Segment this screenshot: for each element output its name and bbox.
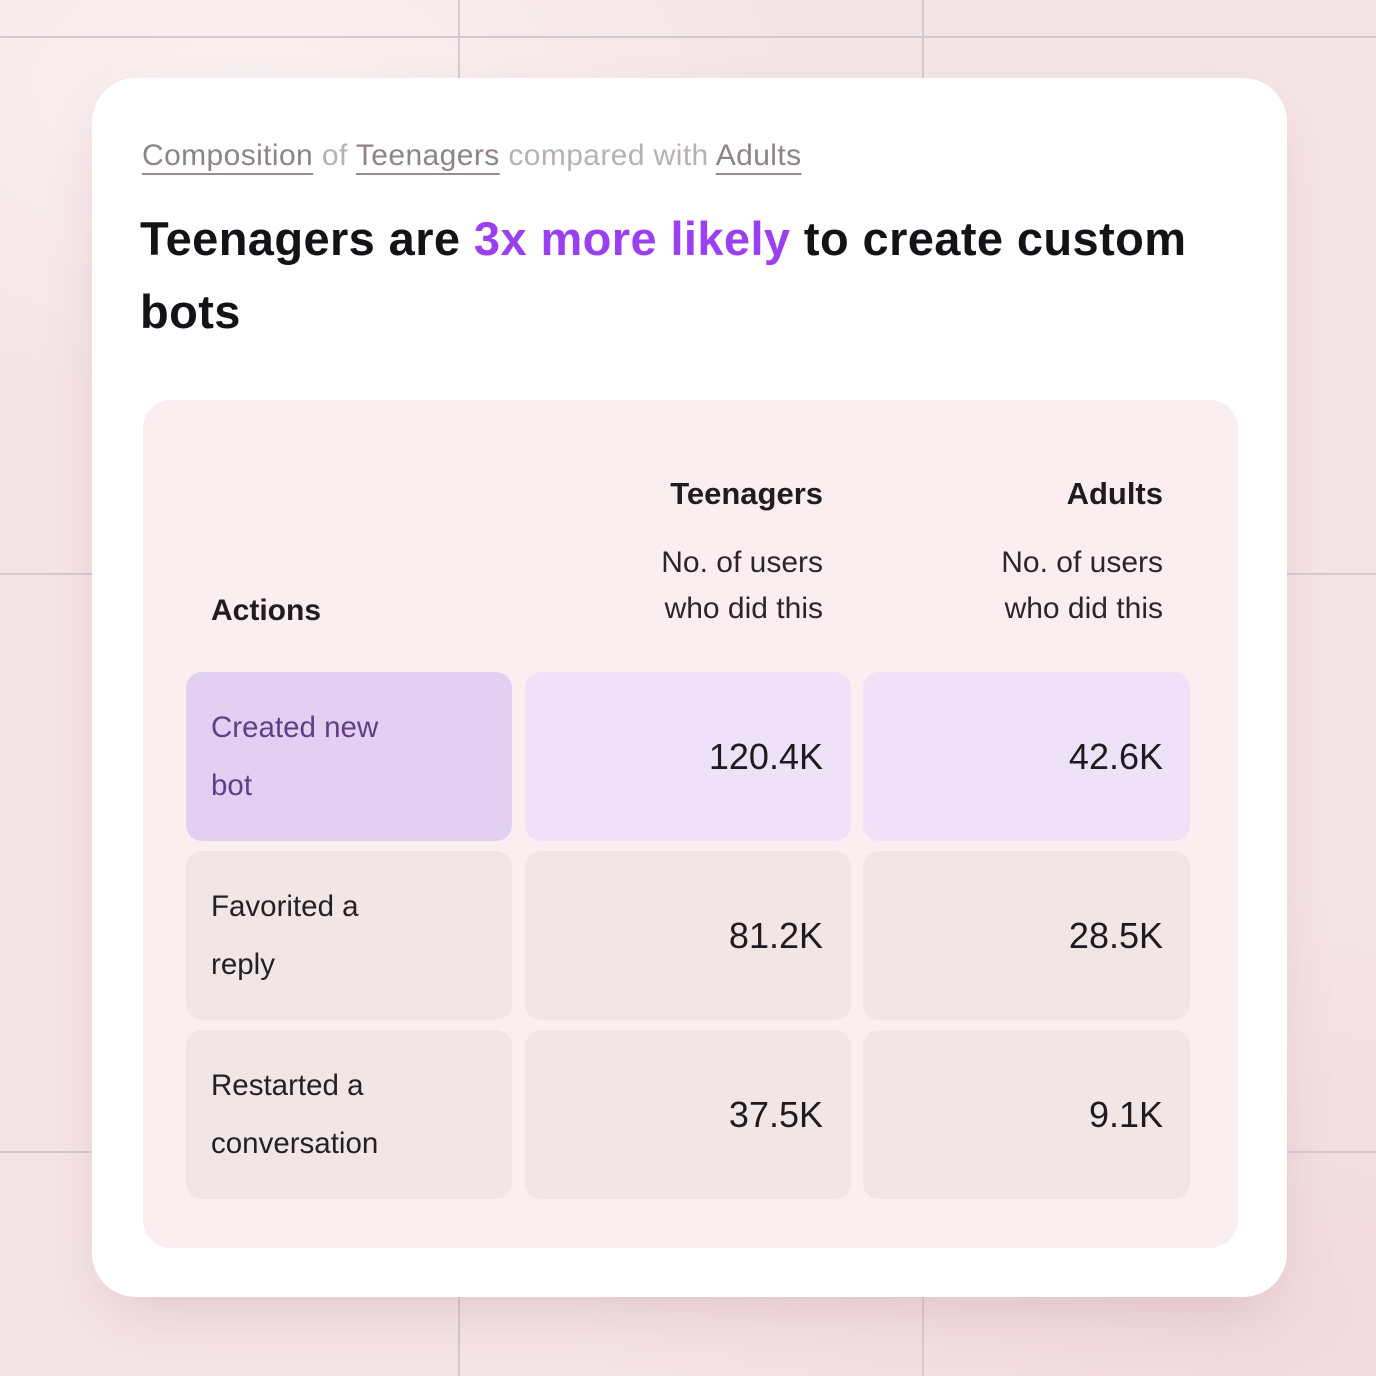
value-teenagers: 120.4K	[708, 735, 823, 777]
value-cell-adults: 28.5K	[863, 851, 1190, 1020]
headline: Teenagers are 3x more likely to create c…	[140, 202, 1210, 348]
headline-part-1: Teenagers are	[140, 212, 474, 265]
action-label: Restarted a conversation	[211, 1068, 379, 1160]
column-header-teenagers: Teenagers	[670, 476, 823, 511]
table-row-created-new-bot: Created new bot 120.4K 42.6K	[143, 672, 1238, 841]
value-teenagers: 81.2K	[728, 914, 823, 956]
config-group-a-link[interactable]: Teenagers	[355, 139, 500, 172]
column-subheader-teenagers: No. of users who did this	[661, 546, 823, 625]
action-cell: Restarted a conversation	[186, 1030, 512, 1199]
headline-highlight: 3x more likely	[473, 212, 791, 265]
value-adults: 28.5K	[1068, 914, 1163, 956]
value-cell-teenagers: 120.4K	[525, 672, 851, 841]
comparison-table: Teenagers Adults No. of users who did th…	[143, 400, 1238, 1248]
config-group-b-link[interactable]: Adults	[715, 139, 802, 172]
action-cell: Favorited a reply	[186, 851, 512, 1020]
value-adults: 9.1K	[1088, 1093, 1163, 1135]
value-cell-teenagers: 81.2K	[525, 851, 851, 1020]
value-cell-adults: 9.1K	[863, 1030, 1190, 1199]
chart-config-sentence: Composition of Teenagers compared with A…	[142, 135, 802, 177]
action-label: Favorited a reply	[211, 889, 359, 981]
column-subheader-adults: No. of users who did this	[1001, 546, 1163, 625]
headline-part-2: to create custom bots	[140, 212, 1200, 338]
action-cell: Created new bot	[186, 672, 512, 841]
value-teenagers: 37.5K	[728, 1093, 823, 1135]
value-cell-teenagers: 37.5K	[525, 1030, 851, 1199]
action-label: Created new bot	[211, 710, 379, 802]
background-grid-line-horizontal-1	[0, 36, 1376, 38]
column-header-adults: Adults	[1066, 476, 1163, 511]
config-connector-text-1: of	[313, 139, 356, 172]
row-header-actions: Actions	[211, 594, 322, 627]
value-adults: 42.6K	[1068, 735, 1163, 777]
table-row-favorited-a-reply: Favorited a reply 81.2K 28.5K	[143, 851, 1238, 1020]
value-cell-adults: 42.6K	[863, 672, 1190, 841]
config-connector-text-2: compared with	[499, 139, 716, 172]
config-metric-link[interactable]: Composition	[142, 139, 314, 172]
table-row-restarted-a-conversation: Restarted a conversation 37.5K 9.1K	[143, 1030, 1238, 1199]
slide-card: Composition of Teenagers compared with A…	[92, 78, 1287, 1297]
